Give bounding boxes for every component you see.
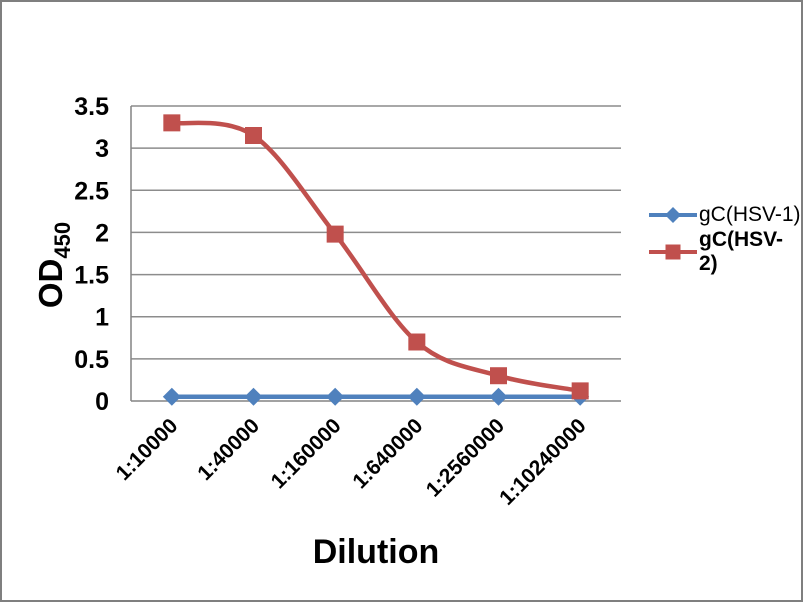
x-tick-label: 1:40000	[193, 414, 264, 485]
y-tick-label: 0.5	[74, 346, 109, 374]
legend-label-hsv1: gC(HSV-1)	[699, 203, 801, 226]
data-point-square	[163, 114, 181, 132]
data-point-diamond	[162, 387, 181, 406]
legend-line-square-icon	[649, 244, 697, 260]
data-point-square	[571, 382, 589, 400]
x-tick-label: 1:10240000	[495, 414, 591, 510]
data-point-square	[326, 225, 344, 243]
data-point-diamond	[489, 387, 508, 406]
data-point-diamond	[244, 387, 263, 406]
y-tick-label: 1	[95, 304, 109, 332]
data-point-diamond	[326, 387, 345, 406]
data-point-square	[245, 127, 262, 144]
x-axis-title: Dilution	[312, 533, 440, 571]
x-tick-label: 1:2560000	[422, 414, 509, 501]
y-axis-title-text: OD	[32, 258, 70, 309]
data-point-square	[490, 367, 507, 385]
y-tick-label: 3.5	[74, 93, 109, 121]
series-line-1	[171, 120, 581, 394]
y-tick-label: 2.5	[74, 177, 109, 205]
legend-line-diamond-icon	[649, 207, 697, 223]
y-axis-title: OD450	[32, 222, 76, 308]
y-tick-label: 1.5	[74, 262, 109, 290]
x-tick-label: 1:160000	[267, 414, 346, 493]
y-tick-label: 3	[95, 135, 109, 163]
legend-item-hsv2: gC(HSV-2)	[649, 228, 801, 275]
data-point-diamond	[407, 387, 426, 406]
legend-label-hsv2: gC(HSV-2)	[699, 228, 783, 275]
y-tick-label: 0	[95, 388, 109, 416]
data-point-square	[408, 333, 426, 351]
legend: gC(HSV-1) gC(HSV-2)	[649, 203, 801, 275]
x-tick-label: 1:10000	[112, 414, 183, 485]
x-tick-label: 1:640000	[348, 414, 427, 493]
y-axis-title-subscript: 450	[49, 221, 75, 259]
legend-item-hsv1: gC(HSV-1)	[649, 203, 801, 226]
y-tick-label: 2	[95, 219, 109, 247]
